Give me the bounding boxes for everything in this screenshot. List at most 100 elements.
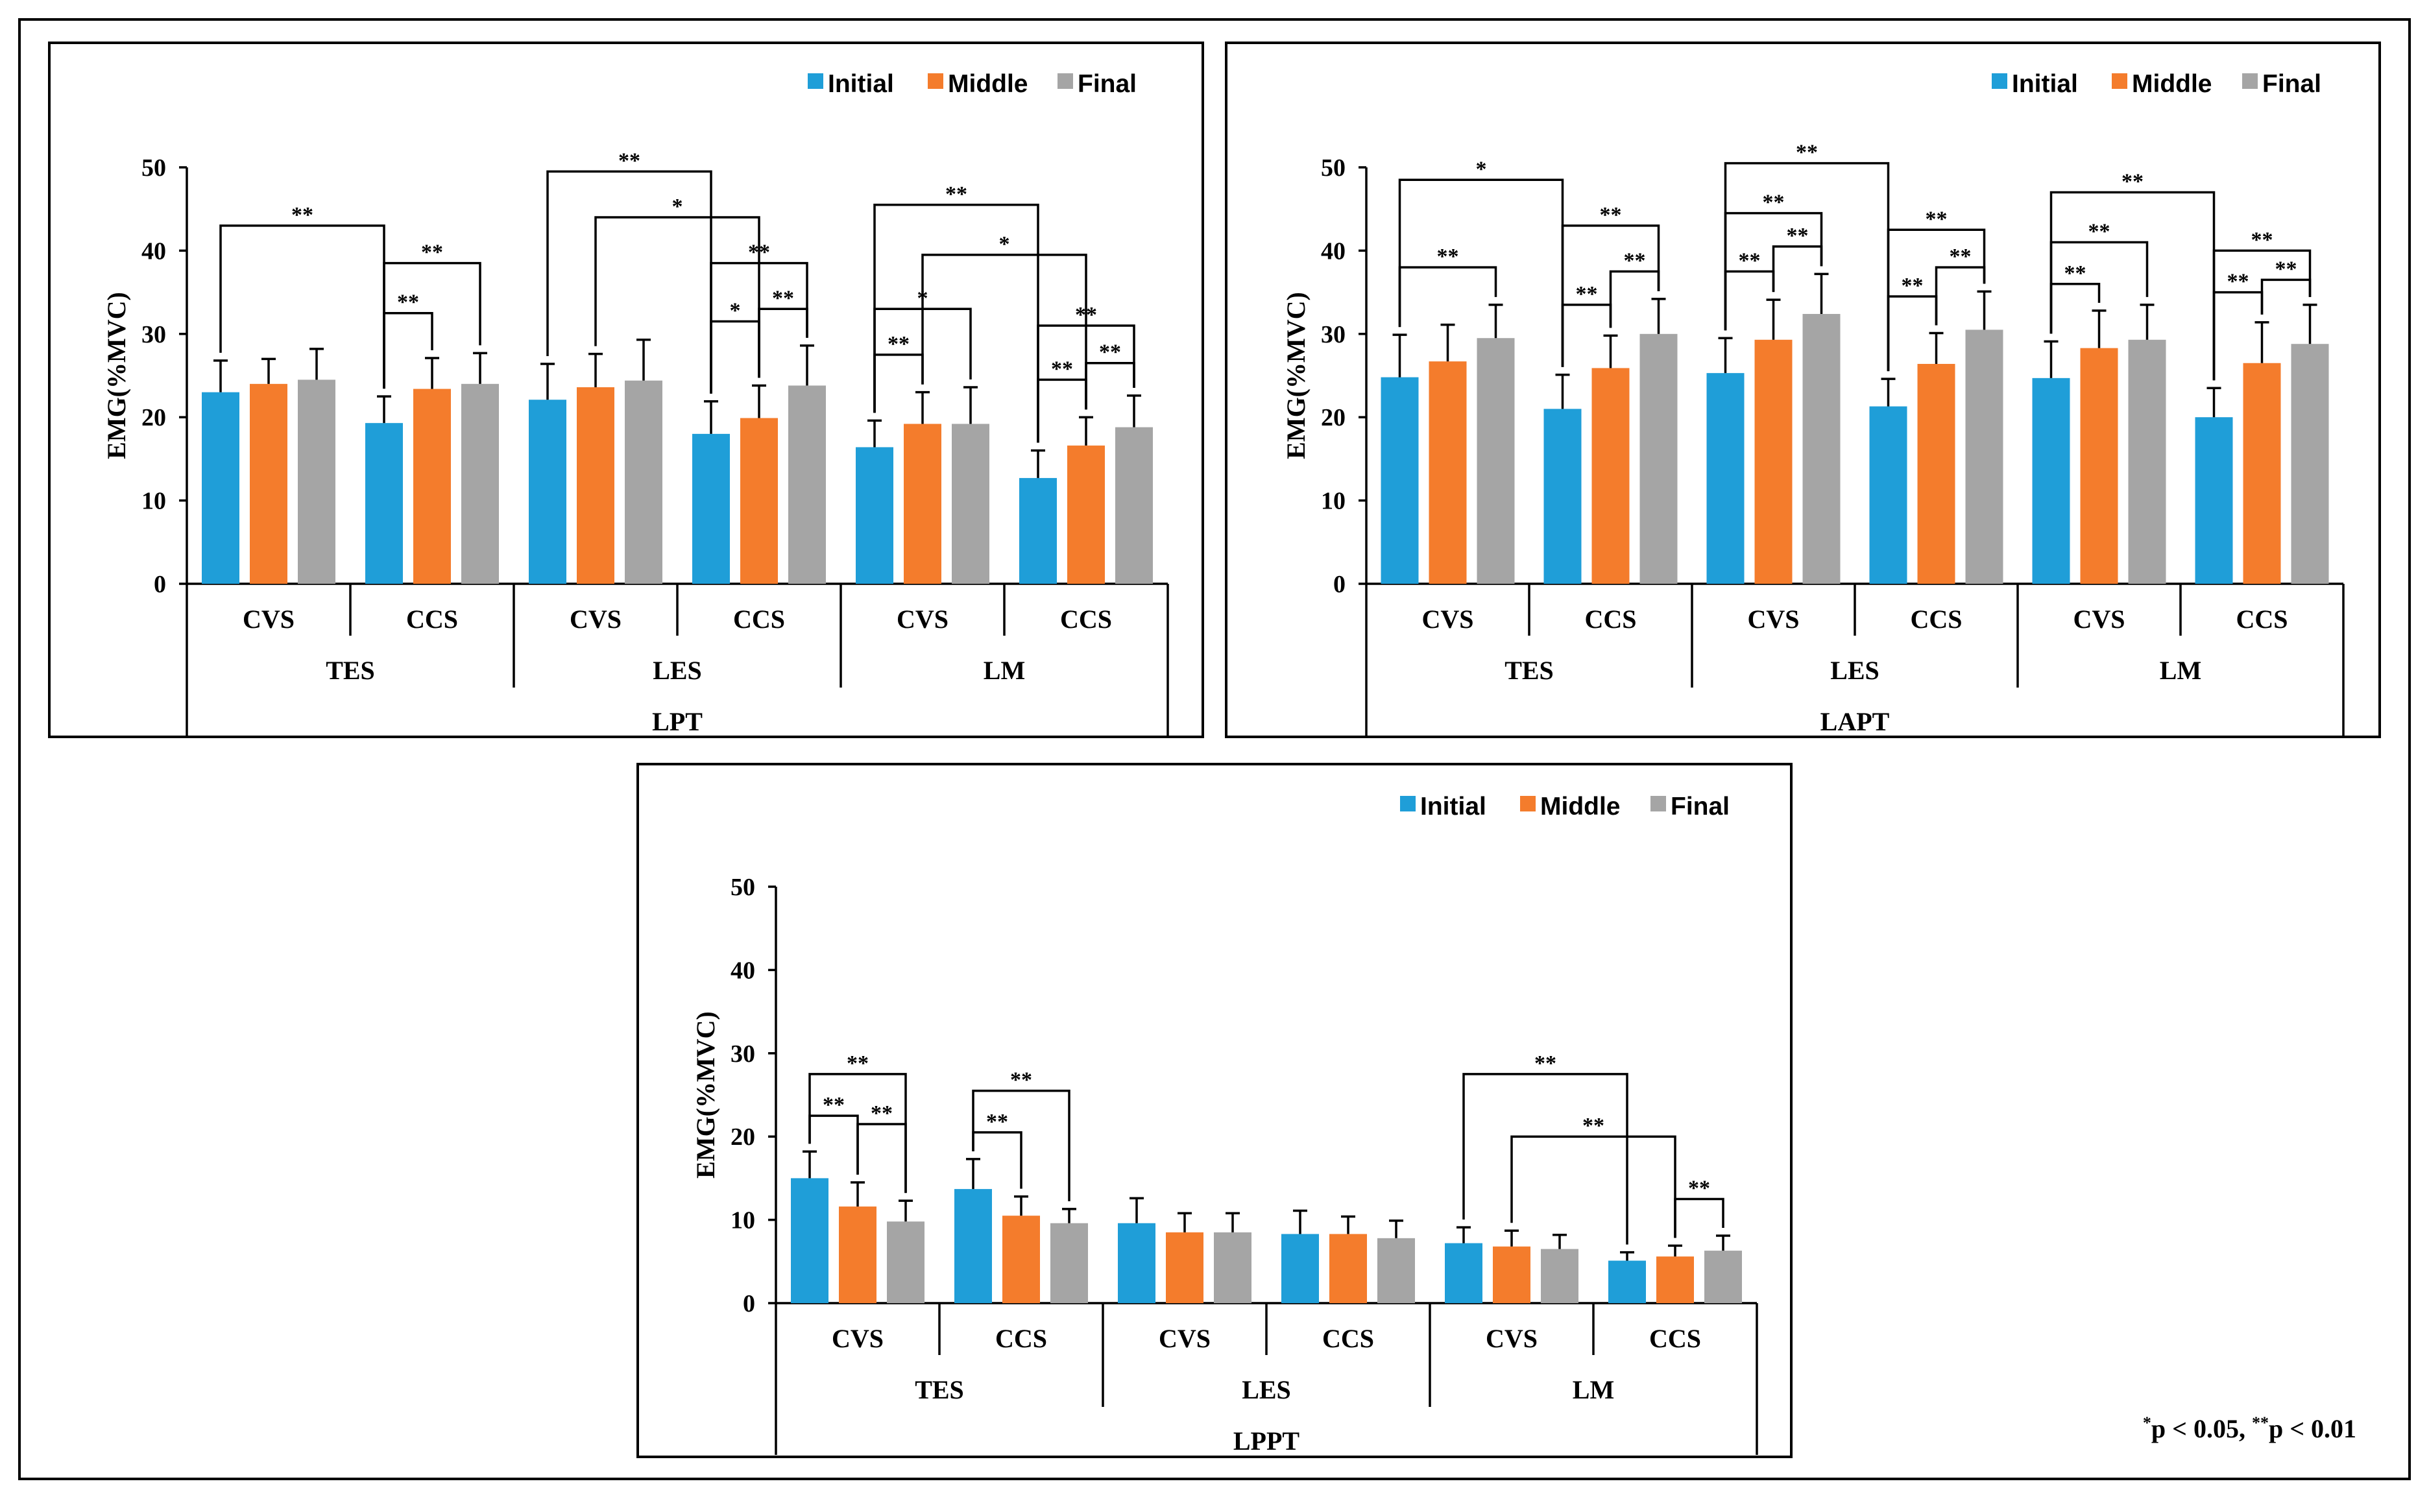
lpt-significance-label: ** [421, 241, 443, 265]
lppt-bar-middle [1166, 1232, 1203, 1303]
lpt-significance-bracket [873, 354, 924, 413]
lpt-significance-bracket [710, 320, 760, 394]
lapt-bar-middle [2243, 363, 2281, 584]
lpt-bar-initial [529, 400, 566, 584]
lppt-bar-initial [1608, 1260, 1646, 1303]
lapt-significance-label: * [1476, 157, 1487, 181]
lpt-bar-initial [365, 423, 403, 584]
lppt-significance-label: ** [1582, 1114, 1604, 1138]
lppt-ytick-label: 50 [731, 874, 755, 901]
lppt-bar-final [887, 1221, 924, 1303]
lapt-significance-label: ** [1437, 245, 1459, 269]
lppt-ytick-label: 10 [731, 1207, 755, 1234]
lapt-condition-label: CCS [1584, 605, 1636, 634]
lapt-significance-label: ** [1796, 141, 1818, 165]
lppt-significance-label: ** [986, 1110, 1008, 1134]
lpt-significance-label: ** [888, 332, 910, 356]
lapt-significance-bracket [2260, 278, 2312, 315]
lpt-bar-middle [250, 383, 287, 584]
lppt-legend-swatch-initial [1400, 796, 1416, 811]
lpt-significance-label: ** [1051, 357, 1073, 381]
lpt-bar-final [1115, 427, 1153, 584]
lppt-legend-swatch-final [1650, 796, 1666, 811]
lapt-significance-bracket [1609, 270, 1660, 328]
lapt-y-axis-label: EMG(%MVC) [1281, 292, 1311, 459]
lppt-bar-middle [839, 1206, 876, 1303]
lppt-legend-label-middle: Middle [1540, 793, 1621, 821]
lapt-bar-middle [1591, 368, 1630, 584]
lpt-significance-bracket [921, 254, 1087, 410]
lppt-condition-label: CVS [1486, 1324, 1538, 1353]
lapt-legend-label-initial: Initial [2012, 70, 2078, 98]
lpt-bar-final [788, 385, 826, 584]
lpt-significance-bracket [710, 261, 808, 394]
lpt-bar-middle [577, 387, 614, 584]
lpt-bar-middle [1067, 445, 1105, 584]
panel-lpt-legend: Initial Middle Final [808, 70, 1137, 98]
lppt-significance-label: ** [1688, 1177, 1710, 1201]
lppt-bar-final [1704, 1251, 1742, 1303]
lapt-significance-label: ** [1739, 249, 1761, 273]
lapt-condition-label: CVS [1747, 605, 1799, 634]
lppt-bar-initial [1445, 1243, 1482, 1303]
lpt-significance-label: ** [748, 241, 770, 265]
lapt-position-label: LAPT [1820, 707, 1890, 736]
panel-lpt-chart: 0 10 20 30 40 50 EMG(%MVC) CVS CCS CVS CCS CVS CCS TE… [102, 149, 1169, 736]
lpt-significance-bracket [594, 216, 760, 378]
lppt-significance-bracket [856, 1123, 907, 1194]
lapt-bar-final [1477, 338, 1515, 584]
panel-lapt: Initial Middle Final 0 10 20 30 40 50 EMG(%MVC… [1225, 42, 2381, 738]
lppt-condition-label: CCS [1322, 1324, 1374, 1353]
lapt-bar-final [2128, 339, 2166, 584]
lpt-condition-label: CCS [733, 605, 785, 634]
lpt-significance-label: * [730, 299, 741, 323]
lpt-significance-label: * [917, 286, 928, 310]
lppt-significance-label: ** [871, 1101, 893, 1125]
lppt-bar-middle [1493, 1246, 1530, 1303]
lppt-legend-label-final: Final [1671, 793, 1730, 821]
lapt-condition-label: CCS [2236, 605, 2288, 634]
panel-lppt: Initial Middle Final 0 10 20 30 40 50 EMG(%MVC… [636, 763, 1793, 1458]
lapt-ytick-label: 30 [1321, 321, 1346, 348]
lppt-bar-final [1214, 1232, 1251, 1303]
lpt-significance-bracket [873, 204, 1039, 443]
lapt-bar-final [1965, 330, 2003, 584]
lpt-legend-label-initial: Initial [828, 70, 894, 98]
lpt-ytick-label: 30 [141, 321, 166, 348]
lpt-significance-label: ** [945, 182, 967, 206]
lapt-bar-initial [1381, 377, 1419, 584]
lapt-legend-swatch-final [2242, 73, 2258, 89]
lapt-bar-initial [1543, 409, 1582, 584]
lpt-condition-label: CVS [243, 605, 295, 634]
lppt-muscle-label: LES [1242, 1375, 1291, 1404]
lpt-condition-label: CCS [1060, 605, 1112, 634]
lpt-significance-bracket [546, 170, 712, 394]
lpt-ytick-label: 20 [141, 404, 166, 431]
lpt-significance-label: ** [397, 291, 419, 315]
lpt-legend-swatch-final [1057, 73, 1073, 89]
lapt-significance-label: ** [2251, 228, 2273, 252]
lpt-significance-bracket [219, 224, 385, 389]
lpt-muscle-label: LM [984, 656, 1025, 685]
lpt-bar-initial [202, 392, 239, 584]
lppt-position-label: LPPT [1233, 1426, 1300, 1456]
lppt-ytick-label: 20 [731, 1123, 755, 1151]
lppt-ytick-label: 30 [731, 1040, 755, 1068]
lpt-significance-bracket [1037, 378, 1087, 443]
lapt-significance-label: ** [2121, 170, 2144, 194]
lppt-significance-bracket [808, 1114, 859, 1175]
lapt-significance-label: ** [2088, 220, 2110, 244]
lapt-bar-middle [2080, 348, 2118, 584]
lpt-condition-label: CCS [406, 605, 458, 634]
lapt-significance-label: ** [1950, 245, 1972, 269]
lapt-muscle-label: TES [1505, 656, 1554, 685]
lapt-significance-bracket [1561, 304, 1612, 367]
lapt-bar-middle [1917, 364, 1955, 584]
lpt-bar-initial [1019, 477, 1057, 584]
panel-lppt-border [636, 763, 1793, 1458]
lapt-significance-label: ** [1902, 274, 1924, 298]
lppt-bar-final [1050, 1223, 1088, 1303]
lpt-bar-final [952, 424, 989, 584]
lapt-significance-bracket [1887, 295, 1938, 372]
